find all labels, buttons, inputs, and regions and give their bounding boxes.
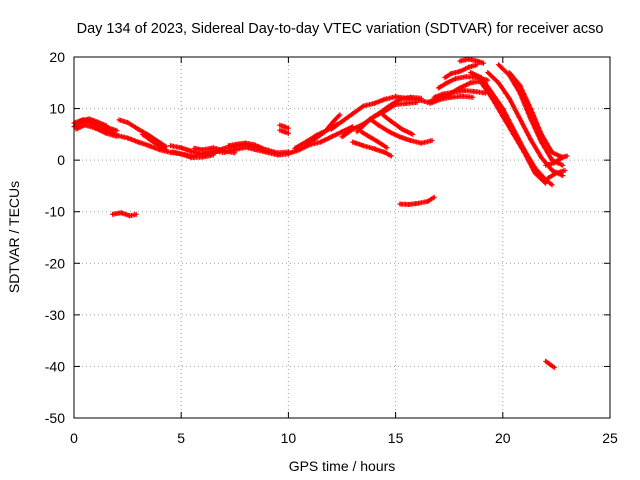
x-tick-label: 25 bbox=[602, 430, 618, 446]
data-point bbox=[163, 147, 169, 153]
data-track bbox=[478, 80, 549, 186]
data-track bbox=[431, 88, 489, 100]
data-point bbox=[414, 99, 420, 105]
data-point bbox=[543, 180, 549, 186]
data-track bbox=[140, 131, 169, 153]
data-track bbox=[358, 129, 390, 151]
data-track bbox=[427, 93, 476, 106]
data-track bbox=[73, 122, 120, 139]
data-track bbox=[225, 140, 266, 151]
data-track bbox=[77, 116, 109, 129]
data-point bbox=[285, 130, 291, 136]
x-tick-label: 5 bbox=[177, 430, 185, 446]
data-point bbox=[560, 173, 566, 179]
data-point bbox=[232, 150, 238, 156]
data-track bbox=[496, 62, 566, 168]
data-point bbox=[114, 133, 120, 139]
data-point bbox=[103, 123, 109, 129]
y-tick-label: 20 bbox=[49, 49, 65, 65]
data-point bbox=[431, 194, 437, 200]
data-point bbox=[410, 131, 416, 137]
y-tick-label: 0 bbox=[57, 152, 65, 168]
data-point bbox=[260, 145, 266, 151]
y-tick-label: -50 bbox=[45, 410, 65, 426]
data-point bbox=[481, 60, 486, 66]
y-tick-label: 10 bbox=[49, 101, 65, 117]
data-track bbox=[350, 139, 394, 159]
data-track bbox=[457, 56, 486, 66]
data-point bbox=[285, 125, 291, 131]
data-track bbox=[277, 127, 291, 136]
x-tick-label: 20 bbox=[495, 430, 511, 446]
y-tick-label: -40 bbox=[45, 358, 65, 374]
y-tick-label: -20 bbox=[45, 255, 65, 271]
data-track bbox=[380, 112, 416, 137]
data-track bbox=[303, 112, 343, 148]
data-point bbox=[384, 145, 390, 151]
y-axis-label: SDTVAR / TECUs bbox=[6, 181, 22, 293]
data-point bbox=[388, 153, 394, 159]
data-track bbox=[506, 70, 566, 161]
y-tick-label: -10 bbox=[45, 204, 65, 220]
data-point bbox=[210, 152, 216, 158]
data-track bbox=[442, 62, 480, 81]
data-point bbox=[485, 77, 491, 83]
data-point bbox=[337, 112, 343, 118]
data-track bbox=[170, 149, 216, 161]
x-axis-label: GPS time / hours bbox=[289, 458, 396, 474]
x-tick-label: 15 bbox=[388, 430, 404, 446]
y-tick-label: -30 bbox=[45, 307, 65, 323]
data-point bbox=[549, 182, 555, 188]
data-track bbox=[116, 117, 169, 150]
data-point bbox=[564, 153, 570, 159]
data-point bbox=[429, 138, 435, 143]
data-track bbox=[543, 358, 557, 370]
data-track bbox=[354, 94, 424, 135]
data-track bbox=[191, 145, 238, 156]
data-track bbox=[545, 168, 568, 181]
data-point bbox=[470, 94, 476, 100]
data-track bbox=[110, 210, 139, 219]
data-track bbox=[277, 122, 291, 131]
data-track bbox=[367, 116, 435, 146]
data-track bbox=[543, 153, 570, 168]
data-point bbox=[114, 128, 120, 134]
data-point bbox=[560, 162, 566, 168]
x-tick-label: 10 bbox=[281, 430, 297, 446]
axis-ticks: 0 5 10 15 20 25 -50 -40 -30 -20 -10 0 10 20 bbox=[45, 49, 618, 446]
data-point bbox=[133, 211, 139, 217]
data-point bbox=[418, 95, 424, 101]
x-tick-label: 0 bbox=[70, 430, 78, 446]
plot-frame bbox=[73, 56, 611, 419]
chart-title: Day 134 of 2023, Sidereal Day-to-day VTE… bbox=[77, 21, 604, 37]
data-track bbox=[397, 194, 437, 207]
data-point bbox=[562, 168, 568, 173]
data-point bbox=[551, 365, 557, 370]
data-points bbox=[71, 56, 570, 370]
data-track bbox=[285, 124, 356, 156]
